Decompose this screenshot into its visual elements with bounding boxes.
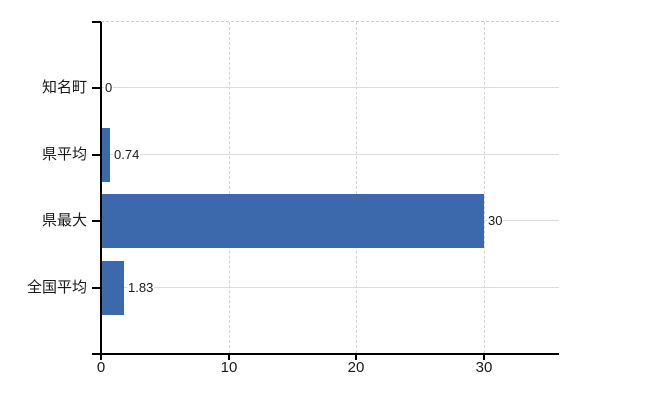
x-axis-tick (228, 355, 230, 360)
x-tick-label: 0 (96, 359, 106, 376)
gridline-vertical (229, 22, 230, 353)
value-label: 1.83 (127, 279, 155, 297)
bar (102, 194, 484, 248)
gridline-vertical (484, 22, 485, 353)
y-axis-tick (92, 287, 101, 289)
category-label: 県平均 (41, 146, 87, 163)
y-axis-tick (92, 21, 101, 23)
value-label: 30 (487, 212, 504, 230)
value-label: 0 (104, 79, 114, 97)
x-tick-label: 30 (475, 359, 493, 376)
gridline-horizontal (101, 87, 559, 88)
bar (102, 261, 124, 315)
category-label: 県最大 (41, 212, 87, 229)
x-axis-tick (100, 355, 102, 360)
gridline-horizontal (101, 287, 559, 288)
gridline-horizontal (101, 154, 559, 155)
x-axis-tick (355, 355, 357, 360)
x-axis-line (92, 353, 559, 355)
value-label: 0.74 (113, 146, 141, 164)
category-label: 全国平均 (26, 279, 87, 296)
y-axis-tick (92, 87, 101, 89)
y-axis-tick (92, 220, 101, 222)
plot-top-border (101, 21, 559, 22)
y-axis-line (100, 22, 102, 355)
bar (102, 128, 110, 182)
x-axis-tick (483, 355, 485, 360)
category-label: 知名町 (41, 79, 87, 96)
x-tick-label: 10 (220, 359, 238, 376)
x-tick-label: 20 (347, 359, 365, 376)
y-axis-tick (92, 154, 101, 156)
gridline-vertical (356, 22, 357, 353)
